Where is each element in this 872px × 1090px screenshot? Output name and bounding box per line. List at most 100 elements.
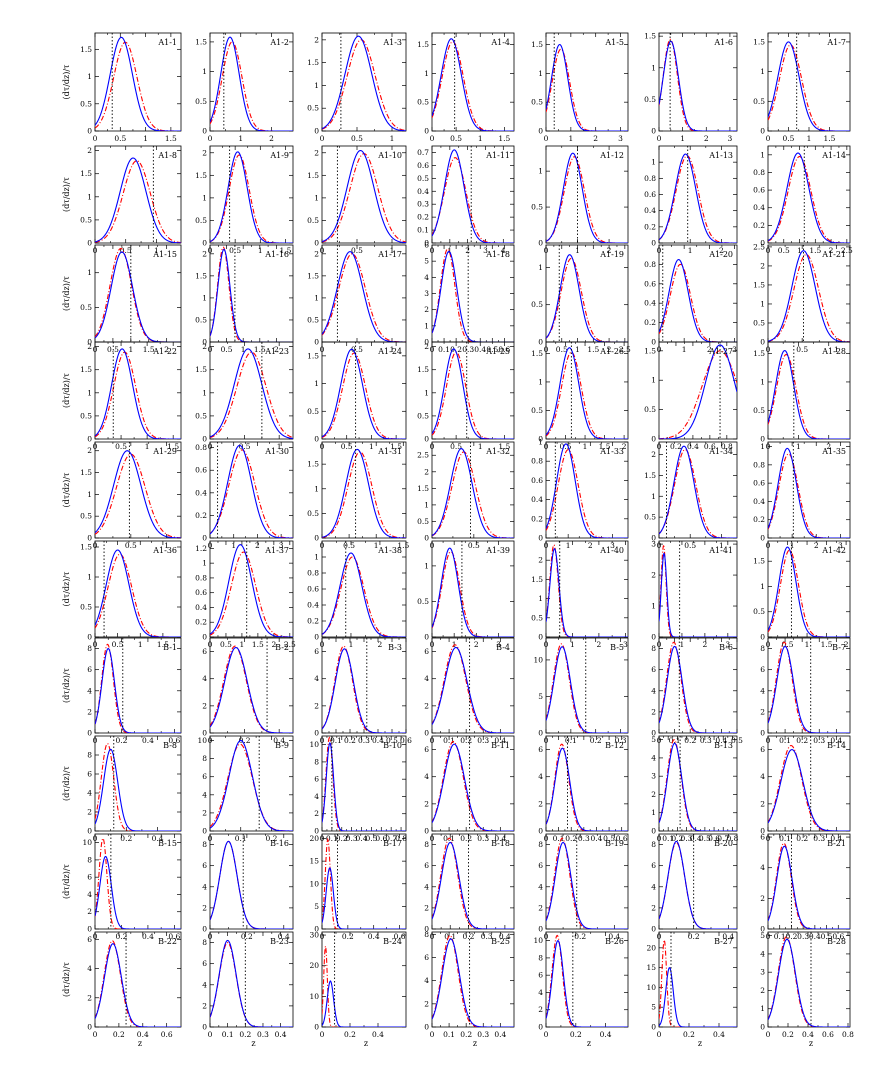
x-tick-label: 1 (478, 442, 483, 451)
y-tick-label: 4 (538, 988, 543, 997)
y-tick-label: 0.5 (644, 95, 656, 104)
y-tick-label: 0.4 (531, 495, 543, 504)
x-tick-label: 3 (483, 246, 488, 255)
x-tick-label: 1 (138, 640, 143, 649)
x-tick-label: 0.4 (608, 932, 620, 941)
y-tick-label: 6 (202, 772, 207, 781)
plot-frame (658, 441, 738, 539)
x-tick-label: 0.5 (115, 442, 127, 451)
plot-frame (94, 441, 182, 539)
y-tick-label: 10 (309, 740, 319, 749)
plot-frame (767, 540, 851, 638)
panel-label: B-8 (163, 741, 177, 750)
panel-label: B-24 (383, 937, 402, 946)
y-tick-label: 1 (202, 388, 207, 397)
plot-frame (321, 540, 407, 638)
plot-frame (545, 341, 629, 440)
panel-label: A1-24 (377, 347, 402, 356)
y-tick-label: 2 (202, 249, 207, 258)
panel-B-24: 0 0.2 0.4 0 10 20 30 B-24 (309, 931, 407, 1039)
y-tick-label: 0.6 (307, 585, 319, 594)
x-tick-label: 0.4 (372, 736, 384, 745)
y-tick-label: 0 (314, 435, 319, 444)
y-tick-label: 8 (87, 855, 92, 864)
series-solid-blue (322, 35, 406, 131)
panel-label: A1-15 (152, 250, 177, 259)
x-tick-label: 0.1 (326, 834, 338, 843)
y-tick-label: 0 (87, 239, 92, 248)
y-tick-label: 0 (87, 435, 92, 444)
y-tick-label: 0.8 (531, 457, 543, 466)
series-solid-blue (546, 747, 628, 831)
series-dashed-red (768, 156, 850, 243)
panel-A1-21: 0 0.5 100.511.522.5A1-21 (753, 242, 851, 354)
x-tick-label: 2.5 (841, 246, 853, 255)
series-solid-blue (432, 938, 514, 1027)
y-tick-label: 6 (651, 665, 656, 674)
series-solid-blue (322, 552, 406, 637)
x-tick-label: 1 (241, 345, 246, 354)
x-tick-label: 1.5 (821, 640, 833, 649)
x-tick-label: 0.2 (344, 736, 356, 745)
series-solid-blue (659, 344, 737, 439)
x-tick-label: 0.2 (266, 834, 278, 843)
series-solid-blue (210, 739, 293, 831)
y-tick-label: 0 (87, 534, 92, 543)
series-dashed-red (432, 451, 514, 538)
y-tick-label: 5 (760, 931, 765, 940)
y-tick-label: 0 (651, 925, 656, 934)
plot-frame (94, 931, 182, 1028)
y-tick-label: 8 (651, 840, 656, 849)
series-solid-blue (546, 152, 628, 243)
series-solid-blue (322, 741, 406, 831)
x-tick-label: 1.5 (143, 345, 155, 354)
x-tick-label: 0.2 (684, 736, 696, 745)
x-tick-label: 0.4 (600, 1030, 612, 1039)
x-axis-label: z (587, 1039, 591, 1048)
series-dashed-red (432, 740, 514, 831)
x-tick-label: 0.3 (358, 736, 370, 745)
x-tick-label: 1 (796, 442, 801, 451)
x-tick-label: 0.4 (273, 736, 285, 745)
x-tick-label: 0.3 (477, 834, 489, 843)
y-tick-label: 4 (314, 674, 319, 683)
panel-A1-30: 0 1 2 300.20.40.60.8 A1-30 (195, 441, 294, 550)
y-tick-label: 1.5 (80, 365, 92, 374)
y-tick-label: 6 (202, 959, 207, 968)
y-tick-label: 8 (538, 953, 543, 962)
plot-frame (321, 145, 407, 244)
x-tick-label: 1 (238, 134, 243, 143)
series-dashed-red (768, 935, 850, 1027)
x-tick-label: 0.5 (783, 134, 795, 143)
y-tick-label: 0.8 (753, 168, 765, 177)
y-axis-label: (dτ/dz)/τ (62, 176, 71, 212)
panel-B-27: 0 0.2 0.4 0 5 10 15 20 B-27 (646, 931, 738, 1039)
panel-label: A1-27 (708, 347, 733, 356)
series-solid-blue (768, 938, 850, 1027)
panel-A1-31: 0 0.5 1 1.500.511.5A1-31 (307, 441, 409, 550)
y-tick-label: 1 (538, 69, 543, 78)
series-dashed-red (546, 544, 628, 637)
y-tick-label: 0 (424, 729, 429, 738)
y-tick-label: 4 (651, 686, 656, 695)
panel-label: A1-41 (708, 546, 733, 555)
panel-label: B-15 (158, 839, 177, 848)
panel-A1-11: 0 1 2 3 400.10.20.30.40.50.60.7 A1-11 (417, 145, 515, 255)
y-tick-label: 0 (538, 127, 543, 136)
plot-frame (94, 145, 182, 244)
series-dashed-red (768, 641, 850, 733)
y-tick-label: 2 (87, 808, 92, 817)
x-tick-label: 1.5 (587, 345, 599, 354)
series-solid-blue (210, 348, 293, 439)
y-tick-label: 6 (314, 647, 319, 656)
x-tick-label: 0.3 (578, 834, 590, 843)
x-tick-label: 0.2 (688, 932, 700, 941)
panel-A1-17: 0 0.5 100.511.52 A1-17 (307, 244, 407, 354)
x-tick-label: 0.4 (356, 834, 368, 843)
x-tick-label: 0.4 (142, 736, 154, 745)
panel-A1-18: 0 0.1 0.2 0.3 0.4 0.5 0.6 0 1 2 3 4 5 6 A1-18 (424, 241, 515, 354)
